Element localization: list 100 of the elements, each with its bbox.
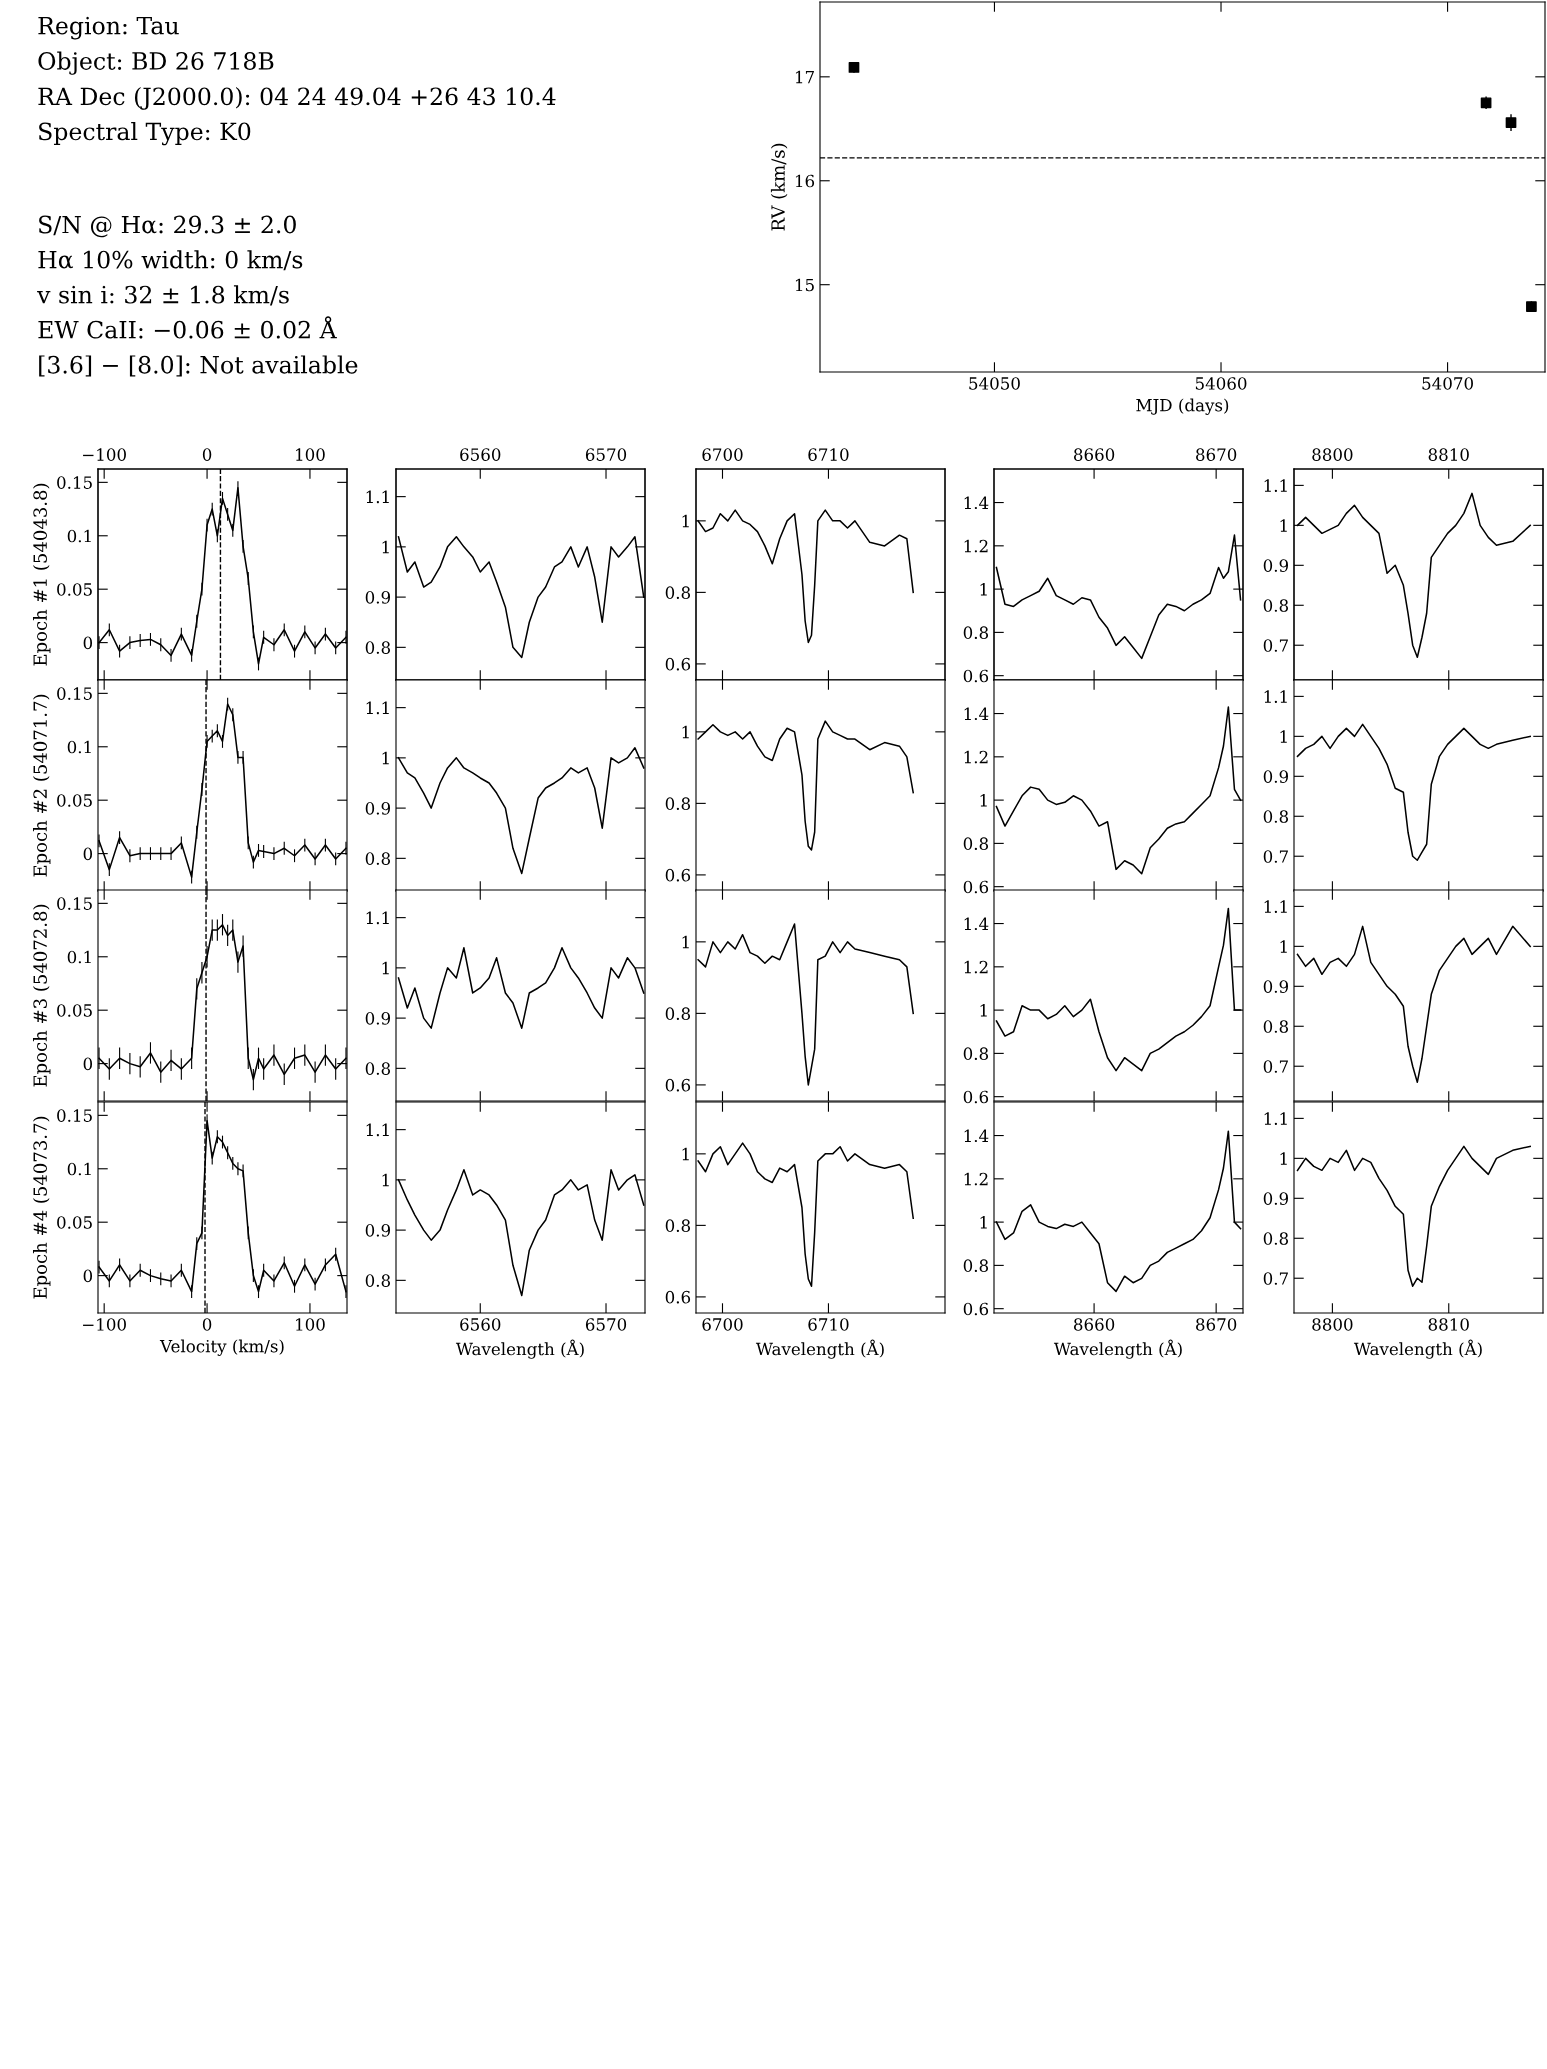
y-tick-label: 0.9 [1263, 1192, 1289, 1205]
x2-tick-label: 8810 [1428, 448, 1469, 461]
y-tick-label: 1.2 [964, 1172, 988, 1186]
y-tick-label: 0.8 [365, 1062, 391, 1075]
x2-tick-label: 6560 [460, 448, 501, 461]
x2-tick-label: 6700 [702, 448, 743, 461]
y-tick-label: 0.8 [665, 1219, 691, 1232]
x-axis-title: MJD (days) [1136, 398, 1229, 415]
y-tick-label: 0.7 [1263, 850, 1288, 863]
x-axis-title: Wavelength (Å) [755, 1339, 884, 1359]
y-tick-label: 1.1 [1264, 900, 1287, 913]
y-tick-label: 1 [980, 583, 987, 596]
y-tick-label: 1 [980, 1004, 987, 1017]
x2-tick-label: 6710 [808, 448, 849, 461]
y-axis-title: RV (km/s) [770, 143, 788, 231]
y-tick-label: 0.6 [665, 1078, 691, 1092]
y-tick-label: 1.2 [964, 750, 988, 764]
y-tick-label: 0 [83, 1269, 93, 1283]
x2-tick-label: 100 [296, 448, 325, 461]
y-tick-label: 0.8 [365, 852, 391, 865]
y-tick-label: 0.15 [57, 476, 92, 489]
y-tick-label: 0.9 [365, 1224, 391, 1237]
y-tick-label: 1 [682, 1147, 689, 1161]
y-tick-label: 0.8 [963, 1259, 989, 1272]
text: Region: Tau Object: BD 26 718B RA Dec (J2000.0): 04 24 49.04 +26 43 10.4 Spectral Type: K0 [38, 16, 556, 146]
y-tick-label: 0.8 [665, 797, 691, 810]
y-tick-label: 0.9 [1263, 980, 1289, 993]
y-tick-label: 0.8 [365, 1274, 391, 1287]
x-tick-label: 8660 [1073, 1318, 1115, 1331]
y-tick-label: 0 [83, 1057, 93, 1071]
y-tick-label: 0.8 [963, 837, 989, 850]
x2-tick-label: 6570 [585, 448, 627, 461]
y-tick-label: 0.8 [1263, 810, 1289, 823]
y-tick-label: 0.05 [57, 1216, 92, 1229]
y-tick-label: 0.15 [57, 1109, 92, 1122]
x-axis-title: Wavelength (Å) [1053, 1339, 1182, 1359]
y-axis-title: Epoch #3 (54072.8) [33, 904, 51, 1087]
y-axis-title: Epoch #2 (54071.7) [33, 694, 51, 877]
x2-tick-label: 8660 [1073, 448, 1115, 461]
y-tick-label: 1 [382, 751, 389, 765]
y-tick-label: 0.6 [963, 1302, 989, 1316]
x2-tick-label: −100 [83, 448, 126, 461]
x-tick-label: 6570 [585, 1318, 627, 1331]
y-tick-label: 0.6 [963, 880, 989, 894]
y-tick-label: 0.9 [1263, 559, 1289, 572]
y-tick-label: 1 [682, 514, 689, 528]
y-tick-label: 1.1 [366, 911, 389, 925]
x-tick-label: 8670 [1196, 1318, 1237, 1331]
y-tick-label: 0.6 [665, 868, 691, 882]
y-tick-label: 0.8 [665, 1007, 691, 1020]
y-tick-label: 1.1 [366, 1123, 389, 1137]
y-tick-label: 0 [83, 636, 93, 650]
y-tick-label: 1 [1280, 730, 1287, 743]
y-tick-label: 1.2 [964, 960, 988, 974]
y-tick-label: 1.4 [964, 917, 989, 931]
y-tick-label: 0.9 [365, 591, 391, 604]
y-tick-label: 0.15 [57, 687, 92, 700]
y-tick-label: 0.9 [1263, 770, 1289, 783]
y-tick-label: 15 [795, 278, 814, 292]
y-tick-label: 1.2 [964, 539, 988, 553]
y-tick-label: 0.6 [665, 657, 691, 671]
x-tick-label: −100 [83, 1318, 126, 1331]
y-tick-label: 1 [1280, 1152, 1287, 1165]
y-tick-label: 0.1 [67, 529, 91, 543]
y-tick-label: 0.05 [57, 794, 92, 807]
x-tick-label: 6710 [808, 1318, 849, 1331]
x-tick-label: 0 [202, 1318, 212, 1331]
y-tick-label: 1 [382, 1173, 389, 1187]
x-tick-label: 100 [296, 1318, 325, 1331]
y-tick-label: 1.1 [1264, 690, 1287, 703]
y-tick-label: 0.1 [67, 950, 91, 964]
x2-tick-label: 8670 [1196, 448, 1237, 461]
y-tick-label: 0.15 [57, 897, 92, 910]
y-tick-label: 1.1 [1264, 479, 1287, 492]
text: S/N @ Hα: 29.3 ± 2.0 Hα 10% width: 0 km/s v sin i: 32 ± 1.8 km/s EW CaII: −0.06 ± 0.02 Å [3.6] − [8.0]: Not available [37, 215, 358, 377]
y-tick-label: 1 [1280, 940, 1287, 953]
x-tick-label: 8810 [1428, 1318, 1469, 1331]
x-tick-label: 6560 [460, 1318, 501, 1331]
y-tick-label: 0.9 [365, 802, 391, 815]
y-tick-label: 0.6 [963, 669, 989, 683]
y-tick-label: 1.1 [366, 701, 389, 715]
x-tick-label: 54060 [1195, 377, 1247, 390]
x2-tick-label: 0 [202, 448, 212, 461]
y-tick-label: 0.7 [1263, 1272, 1288, 1285]
y-tick-label: 0.8 [1263, 1020, 1289, 1033]
x-axis-title: Wavelength (Å) [1353, 1339, 1482, 1359]
y-tick-label: 1 [682, 935, 689, 949]
y-tick-label: 1 [682, 725, 689, 739]
y-axis-title: Epoch #1 (54043.8) [33, 483, 51, 666]
y-tick-label: 0.8 [963, 1047, 989, 1060]
y-tick-label: 0.8 [1263, 599, 1289, 612]
y-axis-title: Epoch #4 (54073.7) [33, 1116, 51, 1299]
y-tick-label: 16 [795, 174, 815, 188]
x2-tick-label: 8800 [1312, 448, 1353, 461]
y-tick-label: 1.4 [964, 707, 989, 721]
y-tick-label: 1 [980, 794, 987, 807]
y-tick-label: 0.05 [57, 1004, 92, 1017]
y-tick-label: 0.7 [1263, 1060, 1288, 1073]
x-tick-label: 8800 [1312, 1318, 1353, 1331]
y-tick-label: 1.1 [1264, 1112, 1287, 1125]
